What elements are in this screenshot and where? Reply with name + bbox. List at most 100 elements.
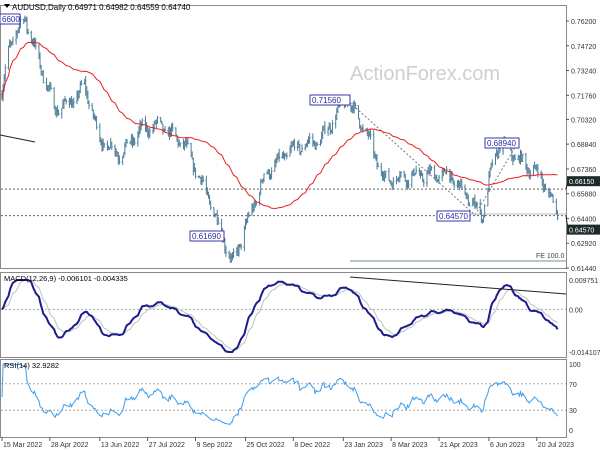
high-label: 0.68940 [487, 139, 516, 148]
watermark: ActionForex.com [350, 63, 500, 85]
rsi-tick-label: 30 [569, 408, 577, 415]
high-label-box [309, 94, 351, 106]
price-bar [278, 148, 281, 162]
macd-tick-label: -0.014107 [569, 350, 600, 357]
price-bar [194, 167, 197, 179]
date-tick-label: 6 Jun 2023 [490, 442, 525, 449]
price-bar [323, 121, 326, 135]
price-bar [209, 200, 212, 211]
fibo-line [346, 99, 476, 216]
chart-header: AUDUSD,Daily 0.64971 0.64982 0.64559 0.6… [4, 3, 191, 12]
price-bar [34, 38, 37, 50]
price-bar [148, 127, 151, 138]
macd-label: MACD(12,26,9) -0.006101 -0.004335 [4, 274, 128, 283]
price-tick-label: 0.76200 [571, 19, 596, 26]
price-bar [95, 116, 98, 130]
price-bar [126, 138, 129, 144]
price-bar [186, 137, 189, 145]
price-bar [399, 171, 402, 178]
date-tick-label: 23 Jan 2023 [344, 442, 383, 449]
date-tick-label: 13 Jun 2022 [101, 442, 140, 449]
price-level-tag [567, 176, 600, 187]
price-bar [72, 97, 75, 109]
annotation-labels: 6600 0.71560 0.68940 0.64570 0.61690 FE 100.0 [0, 13, 565, 260]
price-axis: 0.76200 0.74720 0.73240 0.71760 0.70320 0.688… [566, 19, 596, 273]
low-label-box [189, 230, 225, 242]
date-tick-label: 27 Jul 2022 [149, 442, 185, 449]
price-bar [171, 122, 174, 132]
price-tick-label: 0.67360 [571, 167, 596, 174]
price-bar [293, 138, 296, 151]
price-bar [179, 142, 182, 148]
price-level-tag [567, 224, 600, 235]
price-bar [103, 142, 106, 148]
date-tick-label: 25 Oct 2022 [246, 442, 284, 449]
macd-tick-label: 0.00 [569, 307, 583, 314]
price-bar [415, 165, 418, 175]
price-bar [377, 162, 380, 168]
price-bar [498, 148, 501, 153]
price-tick-label: 0.68840 [571, 142, 596, 149]
rsi-line [1, 363, 558, 425]
price-bar [65, 98, 68, 105]
rsi-panel [0, 359, 567, 438]
price-tick-label: 0.64400 [571, 216, 596, 223]
price-bar [529, 169, 532, 180]
low-label-box [436, 210, 471, 222]
rsi-tick-label: 100 [569, 362, 581, 369]
price-bar [544, 183, 547, 191]
price-bar [316, 142, 319, 146]
macd-tick-label: 0.009751 [569, 278, 598, 285]
price-tick-label: 0.74720 [571, 44, 596, 51]
price-tick-label: 0.62920 [571, 241, 596, 248]
date-tick-label: 15 Mar 2022 [3, 442, 42, 449]
price-bar [164, 125, 167, 132]
price-bar [392, 177, 395, 189]
peak-label-box [0, 13, 21, 25]
price-bar [476, 201, 479, 210]
date-tick-label: 8 Dec 2022 [294, 442, 330, 449]
rsi-label: RSI(14) 32.9282 [4, 361, 59, 370]
collapse-triangle-icon[interactable] [4, 4, 10, 8]
price-bar [437, 174, 440, 184]
rsi-tick-label: 0 [569, 428, 573, 435]
price-bar [453, 180, 456, 189]
price-bar [491, 159, 494, 168]
price-bar [202, 175, 205, 183]
price-bar [301, 144, 304, 153]
price-bar [217, 217, 220, 225]
main-panel [0, 5, 567, 269]
price-tick-label: 0.70320 [571, 117, 596, 124]
date-axis: 15 Mar 2022 28 Apr 2022 13 Jun 2022 27 Jul … [1, 437, 574, 449]
price-bar [270, 167, 273, 180]
price-bar [80, 79, 83, 86]
price-bar [556, 210, 559, 221]
price-bar [521, 153, 524, 163]
price-bar [156, 115, 159, 124]
price-level-label: 0.64570 [569, 228, 594, 235]
price-bar [407, 179, 410, 189]
price-bar [11, 36, 14, 46]
price-bar [27, 28, 30, 35]
trend-line [0, 134, 36, 143]
symbol-title: AUDUSD,Daily [12, 3, 66, 12]
price-bar [514, 154, 517, 160]
date-tick-label: 28 Apr 2022 [51, 442, 89, 449]
macd-indicator: 0.009751 0.00 -0.014107 [1, 276, 600, 357]
price-tick-label: 0.65880 [571, 192, 596, 199]
price-bar [285, 152, 288, 160]
fibo-line [474, 143, 518, 216]
price-bar [460, 179, 463, 190]
date-tick-label: 21 Apr 2023 [440, 442, 478, 449]
date-tick-label: 8 Mar 2023 [392, 442, 428, 449]
price-bar [483, 204, 486, 218]
price-bar [224, 245, 227, 257]
price-bar [133, 137, 136, 146]
price-bar [247, 211, 250, 218]
price-bar [110, 141, 113, 150]
high-label: 0.71560 [312, 96, 341, 105]
price-bar [308, 132, 311, 144]
macd-line [1, 279, 559, 353]
price-bar [57, 109, 60, 116]
